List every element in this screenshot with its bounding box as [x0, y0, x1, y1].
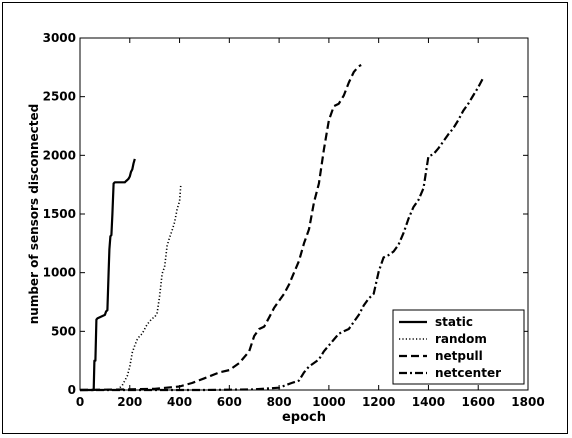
y-tick-label: 1000 — [43, 266, 76, 280]
y-axis-label: number of sensors disconnected — [27, 104, 41, 325]
x-tick-label: 200 — [117, 395, 142, 409]
series-line-netpull — [79, 64, 362, 392]
y-tick-label: 1500 — [43, 207, 76, 221]
series-layer — [79, 64, 485, 392]
series-line-random — [80, 184, 182, 391]
legend-label-netpull: netpull — [435, 349, 483, 363]
x-tick-label: 1800 — [511, 395, 544, 409]
x-tick-label: 1200 — [362, 395, 395, 409]
legend-label-netcenter: netcenter — [435, 366, 501, 380]
x-tick-label: 400 — [167, 395, 192, 409]
y-tick-label: 2500 — [43, 90, 76, 104]
y-tick-label: 0 — [68, 383, 76, 397]
legend-label-static: static — [435, 315, 473, 329]
x-axis-label: epoch — [282, 410, 326, 425]
y-tick-label: 500 — [51, 324, 76, 338]
figure-frame — [2, 2, 568, 434]
axis-ticks: 0 200 400 600 800 1000 1200 1400 1600 1800 0 500 100… — [43, 31, 545, 409]
x-tick-label: 800 — [267, 395, 292, 409]
series-line-netcenter — [80, 77, 485, 392]
legend: static random netpull netcenter — [392, 309, 525, 385]
x-tick-label: 1400 — [412, 395, 445, 409]
legend-label-random: random — [435, 332, 487, 346]
x-tick-label: 0 — [76, 395, 84, 409]
y-tick-label: 2000 — [43, 148, 76, 162]
x-tick-label: 1000 — [312, 395, 345, 409]
x-tick-label: 1600 — [462, 395, 495, 409]
x-tick-label: 600 — [217, 395, 242, 409]
y-tick-label: 3000 — [43, 31, 76, 45]
series-line-static — [80, 158, 136, 392]
